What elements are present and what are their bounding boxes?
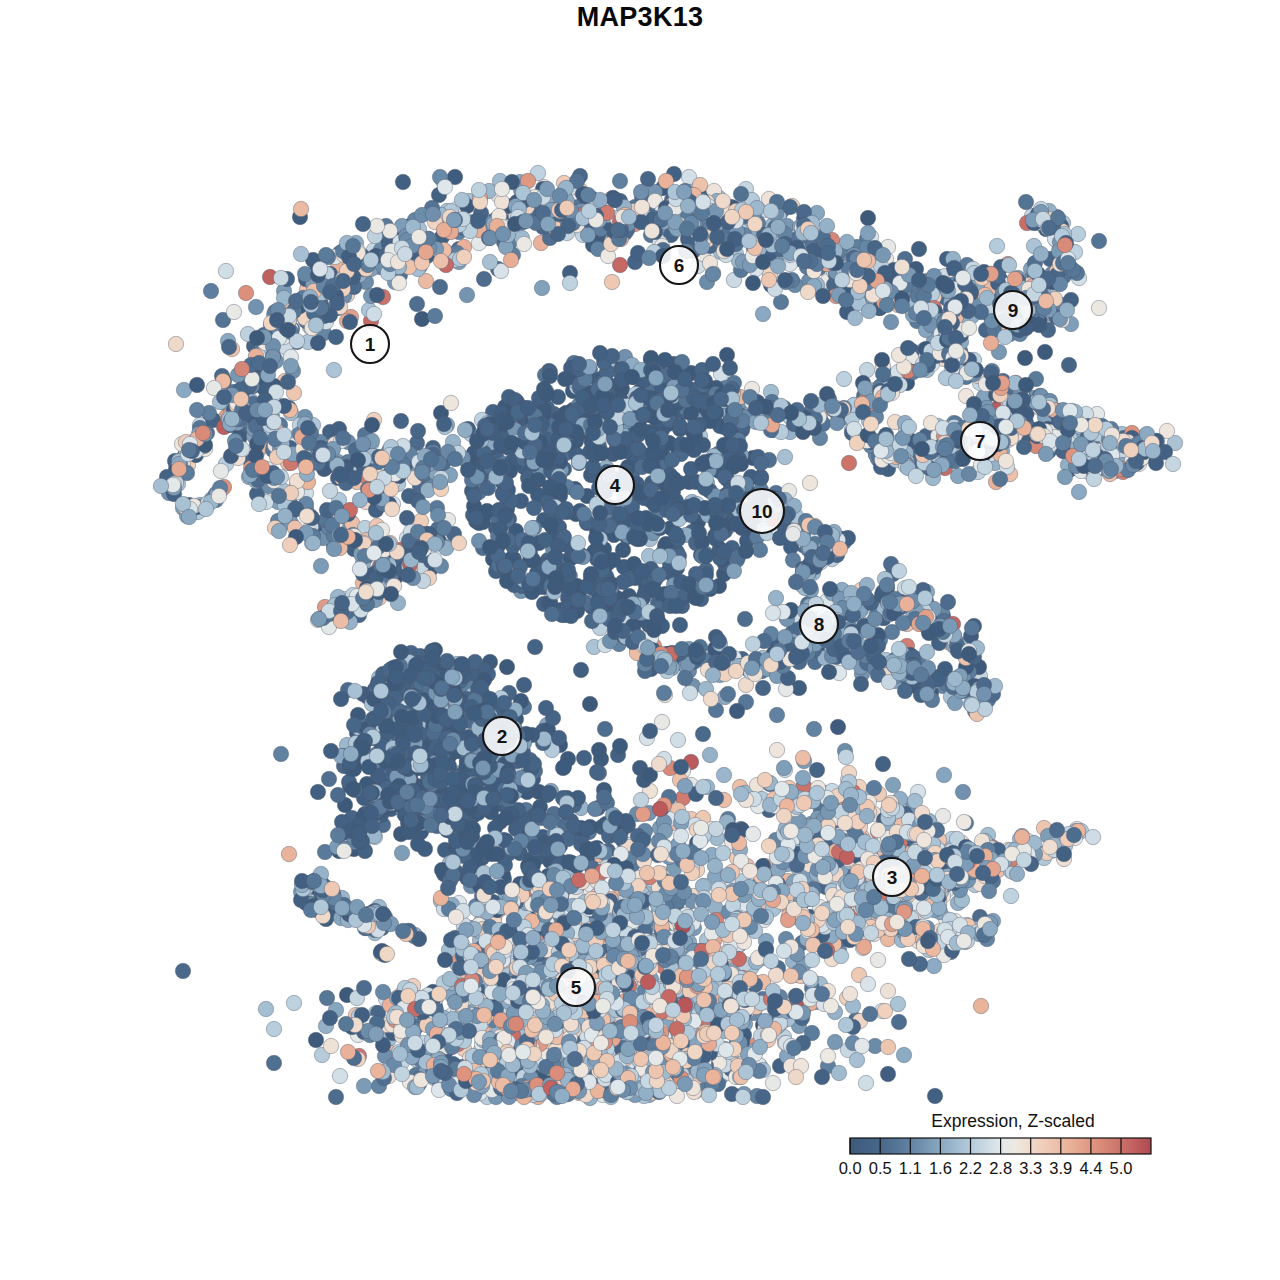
svg-text:0.0: 0.0	[839, 1159, 862, 1177]
svg-text:1.6: 1.6	[929, 1159, 952, 1177]
svg-text:1: 1	[365, 334, 376, 355]
svg-text:4: 4	[610, 475, 621, 496]
svg-text:10: 10	[751, 501, 772, 522]
svg-text:2: 2	[497, 726, 508, 747]
svg-text:2.2: 2.2	[959, 1159, 982, 1177]
svg-text:7: 7	[975, 431, 986, 452]
svg-text:3: 3	[887, 867, 898, 888]
svg-text:3.3: 3.3	[1019, 1159, 1042, 1177]
svg-text:0.5: 0.5	[869, 1159, 892, 1177]
svg-text:4.4: 4.4	[1079, 1159, 1102, 1177]
svg-text:5: 5	[571, 977, 582, 998]
svg-text:5.0: 5.0	[1110, 1159, 1133, 1177]
svg-text:8: 8	[814, 614, 825, 635]
svg-text:9: 9	[1008, 300, 1019, 321]
svg-text:1.1: 1.1	[899, 1159, 922, 1177]
svg-text:2.8: 2.8	[989, 1159, 1012, 1177]
svg-text:3.9: 3.9	[1049, 1159, 1072, 1177]
svg-text:6: 6	[674, 255, 685, 276]
svg-text:Expression, Z-scaled: Expression, Z-scaled	[931, 1111, 1094, 1131]
